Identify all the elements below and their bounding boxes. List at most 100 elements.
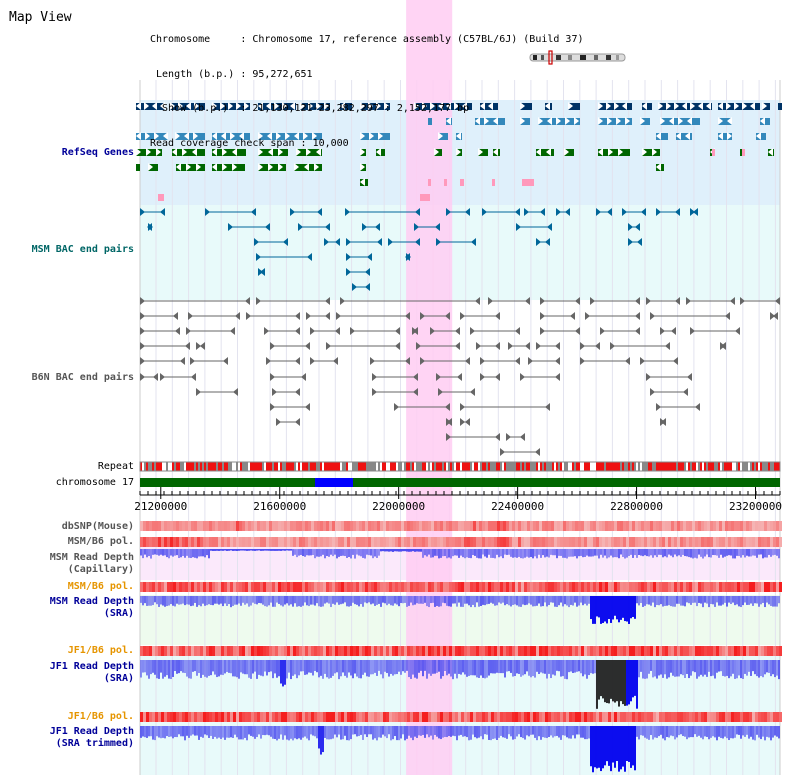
jf1-trimmed-depth-bar <box>566 726 568 738</box>
track-label-msm-b6-pol-capillary[interactable]: MSM/B6 pol. <box>67 536 134 547</box>
msm-sra-depth-bar <box>420 596 422 604</box>
jf1-sra-depth-bar <box>360 660 362 679</box>
msm-sra-depth-bar <box>256 596 258 605</box>
refseq-gene-strand <box>172 148 177 156</box>
msm-sra-depth-bar <box>638 596 640 606</box>
jf1-trimmed-depth-bar <box>574 726 576 739</box>
jf1-pol-trimmed-cell <box>140 712 143 722</box>
jf1-pol-trimmed-cell <box>485 712 488 722</box>
jf1-sra-depth-bar <box>468 660 470 676</box>
jf1-sra-depth-bar <box>460 660 462 675</box>
track-label-jf1-depth-sra[interactable]: JF1 Read Depth (SRA) <box>49 661 134 684</box>
capillary-depth-bar <box>340 549 342 556</box>
msm-sra-depth-bar <box>508 596 510 606</box>
refseq-gene-strand <box>656 132 661 140</box>
msm-sra-depth-bar <box>430 596 432 604</box>
jf1-pol-sra-cell <box>224 646 227 656</box>
msm-pol-sra-cell <box>191 582 194 592</box>
track-label-jf1-b6-pol-trimmed[interactable]: JF1/B6 pol. <box>67 711 134 722</box>
track-label-jf1-b6-pol-sra[interactable]: JF1/B6 pol. <box>67 645 134 656</box>
msm-pol-sra-cell <box>668 582 671 592</box>
repeat-element <box>440 462 442 471</box>
msm-bac-pair-end <box>693 208 698 216</box>
msm-bac-pair-end <box>228 223 233 231</box>
dbsnp-heat-cell <box>659 521 662 531</box>
msm-pol-sra-cell <box>362 582 365 592</box>
capillary-depth-bar <box>298 549 300 556</box>
refseq-gene <box>778 103 782 110</box>
repeat-element <box>494 462 496 471</box>
jf1-sra-depth-bar <box>720 660 722 672</box>
jf1-trimmed-depth-bar <box>300 726 302 740</box>
jf1-pol-sra-cell <box>248 646 251 656</box>
msm-pol-capillary-cell <box>635 537 638 547</box>
track-label-refseq-genes[interactable]: RefSeq Genes <box>61 147 134 158</box>
msm-pol-sra-cell <box>140 582 143 592</box>
track-label-msm-b6-pol-sra[interactable]: MSM/B6 pol. <box>67 581 134 592</box>
msm-sra-depth-bar <box>688 596 690 604</box>
msm-sra-depth-bar <box>292 596 294 607</box>
b6n-bac-pair-end <box>735 327 740 335</box>
jf1-pol-sra-cell <box>773 646 776 656</box>
track-label-jf1-depth-trimmed[interactable]: JF1 Read Depth (SRA trimmed) <box>49 726 134 749</box>
jf1-sra-depth-bar <box>758 660 760 678</box>
track-label-dbsnp[interactable]: dbSNP(Mouse) <box>61 521 134 532</box>
b6n-bac-pair-end <box>264 327 269 335</box>
jf1-pol-trimmed-cell <box>335 712 338 722</box>
msm-sra-depth-bar <box>664 596 666 606</box>
jf1-trimmed-depth-bar <box>538 726 540 737</box>
b6n-bac-pair-end <box>295 312 300 320</box>
dbsnp-heat-cell <box>245 521 248 531</box>
track-label-b6n-bac[interactable]: B6N BAC end pairs <box>31 372 134 383</box>
capillary-depth-bar <box>364 549 366 559</box>
jf1-pol-trimmed-cell <box>203 712 206 722</box>
refseq-gene <box>718 103 760 110</box>
msm-sra-depth-bar <box>752 596 754 606</box>
jf1-trimmed-depth-bar <box>282 726 284 740</box>
msm-pol-capillary-cell <box>704 537 707 547</box>
jf1-pol-sra-cell <box>236 646 239 656</box>
jf1-pol-trimmed-cell <box>701 712 704 722</box>
jf1-pol-trimmed-cell <box>524 712 527 722</box>
capillary-depth-bar <box>692 549 694 559</box>
capillary-depth-bar <box>418 549 420 552</box>
repeat-element <box>660 462 662 471</box>
capillary-depth-bar <box>326 549 328 557</box>
msm-sra-depth-bar <box>608 596 610 620</box>
msm-sra-depth-bar <box>620 596 622 620</box>
jf1-trimmed-depth-bar <box>682 726 684 736</box>
capillary-depth-bar <box>358 549 360 556</box>
jf1-trimmed-depth-bar <box>472 726 474 735</box>
dbsnp-heat-cell <box>743 521 746 531</box>
msm-sra-depth-bar <box>692 596 694 603</box>
jf1-sra-depth-bar <box>432 660 434 674</box>
track-label-msm-depth-sra[interactable]: MSM Read Depth (SRA) <box>49 596 134 619</box>
refseq-gene-strand <box>148 163 153 171</box>
msm-pol-sra-cell <box>746 582 749 592</box>
repeat-element <box>364 462 366 471</box>
capillary-depth-bar <box>766 549 768 558</box>
msm-bac-pair-end <box>375 223 380 231</box>
jf1-sra-depth-bar <box>260 660 262 676</box>
refseq-gene-strand <box>276 132 281 140</box>
repeat-element <box>158 462 160 471</box>
repeat-element <box>592 462 594 471</box>
repeat-element <box>490 462 492 471</box>
dbsnp-heat-cell <box>257 521 260 531</box>
track-label-msm-bac[interactable]: MSM BAC end pairs <box>31 244 134 255</box>
msm-pol-sra-cell <box>569 582 572 592</box>
msm-bac-pair-end <box>656 208 661 216</box>
repeat-element <box>510 462 512 471</box>
msm-pol-sra-cell <box>452 582 455 592</box>
capillary-depth-bar <box>724 549 726 557</box>
jf1-trimmed-depth-bar <box>270 726 272 737</box>
msm-sra-depth-bar <box>162 596 164 606</box>
msm-pol-capillary-cell <box>743 537 746 547</box>
track-label-msm-depth-capillary[interactable]: MSM Read Depth (Capillary) <box>49 552 134 575</box>
capillary-depth-bar <box>658 549 660 555</box>
capillary-depth-bar <box>412 549 414 552</box>
capillary-depth-bar <box>478 549 480 559</box>
msm-sra-depth-bar <box>612 596 614 620</box>
msm-pol-capillary-cell <box>308 537 311 547</box>
